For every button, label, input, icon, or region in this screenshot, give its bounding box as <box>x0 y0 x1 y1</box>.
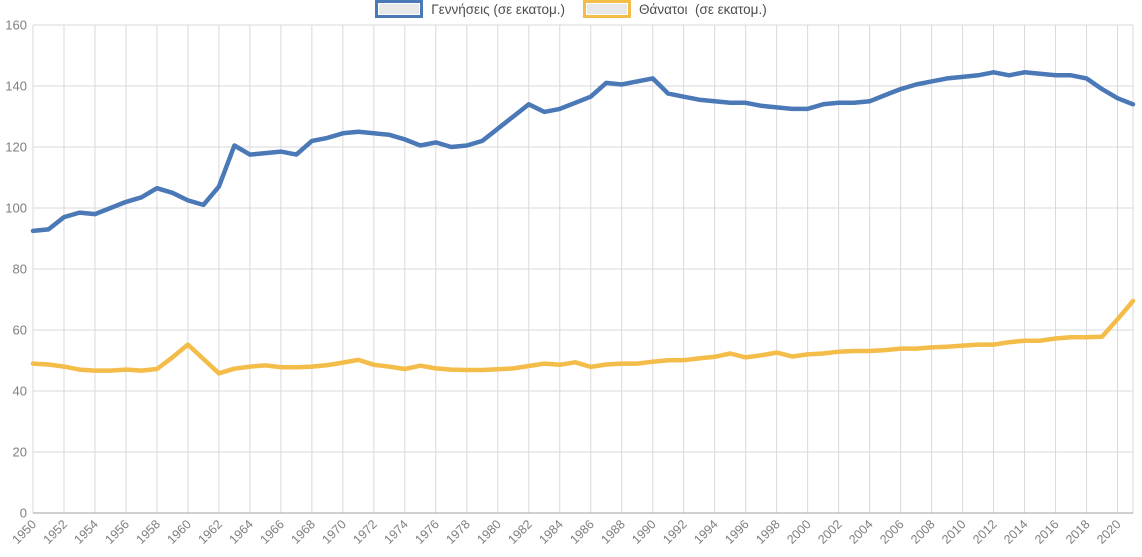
y-axis-tick-label: 120 <box>5 140 27 155</box>
y-axis-tick-label: 0 <box>20 506 27 521</box>
x-axis-tick-label: 1998 <box>753 517 783 547</box>
y-axis-tick-label: 40 <box>13 384 27 399</box>
x-axis-tick-label: 1962 <box>195 517 225 547</box>
x-axis-tick-label: 2018 <box>1063 517 1093 547</box>
chart-legend: Γεννήσεις (σε εκατομ.) Θάνατοι (σε εκατο… <box>0 0 1142 18</box>
x-axis-tick-label: 1968 <box>288 517 318 547</box>
x-axis-tick-label: 1994 <box>691 517 721 547</box>
x-axis-tick-label: 2008 <box>908 517 938 547</box>
x-axis-tick-label: 1964 <box>226 517 256 547</box>
x-axis-tick-label: 1988 <box>598 517 628 547</box>
deaths-legend-swatch-icon <box>583 0 632 18</box>
x-axis-tick-label: 1952 <box>41 517 71 547</box>
x-axis-tick-label: 1958 <box>133 517 163 547</box>
x-axis-tick-label: 2000 <box>784 517 814 547</box>
x-axis-tick-label: 2016 <box>1032 517 1062 547</box>
x-axis-tick-label: 1978 <box>443 517 473 547</box>
births-legend-label: Γεννήσεις (σε εκατομ.) <box>431 1 566 17</box>
y-axis-tick-label: 100 <box>5 201 27 216</box>
x-axis-tick-label: 1990 <box>629 517 659 547</box>
x-axis-tick-label: 1956 <box>103 517 133 547</box>
x-axis-tick-label: 1996 <box>722 517 752 547</box>
legend-item-deaths[interactable]: Θάνατοι (σε εκατομ.) <box>583 0 767 18</box>
y-axis-tick-label: 60 <box>13 323 27 338</box>
x-axis-tick-label: 1976 <box>412 517 442 547</box>
x-axis-tick-label: 1966 <box>257 517 287 547</box>
x-axis-tick-label: 1970 <box>319 517 349 547</box>
x-axis-tick-label: 1960 <box>164 517 194 547</box>
x-axis-tick-label: 2004 <box>846 517 876 547</box>
x-axis-tick-label: 1980 <box>474 517 504 547</box>
legend-item-births[interactable]: Γεννήσεις (σε εκατομ.) <box>375 0 565 18</box>
x-axis-tick-label: 1972 <box>350 517 380 547</box>
x-axis-tick-label: 1992 <box>660 517 690 547</box>
x-axis-tick-label: 1950 <box>10 517 40 547</box>
x-axis-tick-label: 2020 <box>1094 517 1124 547</box>
x-axis-tick-label: 1984 <box>536 517 566 547</box>
x-axis-tick-label: 1982 <box>505 517 535 547</box>
x-axis-tick-label: 2002 <box>815 517 845 547</box>
deaths-legend-label: Θάνατοι (σε εκατομ.) <box>639 1 767 17</box>
y-axis-tick-label: 140 <box>5 79 27 94</box>
x-axis-tick-label: 1986 <box>567 517 597 547</box>
x-axis-tick-label: 2006 <box>877 517 907 547</box>
y-axis-tick-label: 20 <box>13 445 27 460</box>
x-axis-tick-label: 2012 <box>970 517 1000 547</box>
births-legend-swatch-icon <box>375 0 424 18</box>
y-axis-tick-label: 80 <box>13 262 27 277</box>
x-axis-tick-label: 2014 <box>1001 517 1031 547</box>
y-axis-tick-label: 160 <box>5 18 27 33</box>
x-axis-tick-label: 2010 <box>939 517 969 547</box>
x-axis-tick-label: 1954 <box>72 517 102 547</box>
deaths-series-line[interactable] <box>30 298 1136 376</box>
births-series-line[interactable] <box>30 70 1136 234</box>
x-axis-tick-label: 1974 <box>381 517 411 547</box>
